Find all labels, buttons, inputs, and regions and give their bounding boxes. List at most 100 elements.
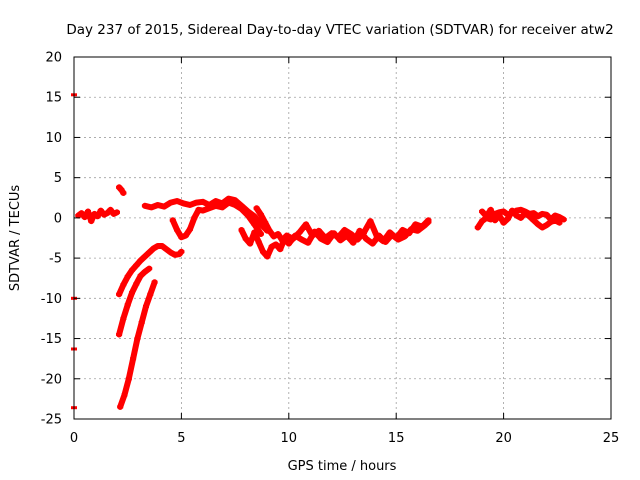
data-point xyxy=(130,357,137,361)
plot-frame xyxy=(73,56,612,420)
data-point xyxy=(242,237,249,241)
data-point xyxy=(539,212,546,216)
data-point xyxy=(225,197,232,201)
data-point xyxy=(121,393,128,397)
data-point xyxy=(399,228,406,232)
y-tick-label: -5 xyxy=(49,252,62,267)
data-point xyxy=(328,231,335,235)
data-point xyxy=(133,263,140,267)
data-point xyxy=(172,253,178,257)
data-point xyxy=(137,274,144,278)
data-point xyxy=(324,240,331,244)
data-point xyxy=(238,228,245,232)
data-point xyxy=(141,270,148,274)
data-point xyxy=(296,230,303,234)
data-point xyxy=(176,252,183,256)
data-point xyxy=(151,280,158,284)
data-point xyxy=(137,259,144,262)
x-tick-label: 15 xyxy=(388,431,405,446)
data-point xyxy=(513,209,520,213)
data-point xyxy=(81,215,88,219)
data-point xyxy=(335,235,342,239)
data-point xyxy=(543,223,550,227)
data-point xyxy=(169,218,176,222)
data-point xyxy=(180,201,187,205)
data-points xyxy=(71,93,567,410)
x-tick-label: 20 xyxy=(495,431,512,446)
data-point xyxy=(75,214,82,217)
data-point xyxy=(393,236,400,240)
data-point xyxy=(212,199,219,203)
data-point xyxy=(268,245,275,249)
data-point xyxy=(414,229,421,233)
x-tick-label: 10 xyxy=(281,431,298,446)
data-point xyxy=(257,213,264,217)
data-point xyxy=(219,201,226,205)
data-point xyxy=(343,234,350,238)
y-tick-label: 15 xyxy=(45,91,62,106)
data-point xyxy=(232,198,239,202)
x-axis-label: GPS time / hours xyxy=(288,459,397,474)
data-point xyxy=(500,221,507,225)
data-point xyxy=(107,208,114,212)
series-band-segment-4 xyxy=(117,279,158,410)
data-point xyxy=(367,219,374,223)
data-point xyxy=(298,238,305,242)
data-point xyxy=(354,238,361,242)
data-point xyxy=(547,220,554,224)
data-point xyxy=(212,204,219,208)
y-tick-label: 10 xyxy=(45,131,62,146)
data-point xyxy=(232,203,239,207)
data-point xyxy=(174,199,181,203)
data-point xyxy=(264,255,271,258)
data-point xyxy=(496,214,503,217)
data-point xyxy=(556,221,563,225)
data-point xyxy=(150,247,157,250)
data-point xyxy=(283,234,290,238)
data-point xyxy=(133,282,140,286)
data-point xyxy=(504,217,511,221)
data-point xyxy=(350,241,357,245)
data-point xyxy=(277,247,284,251)
data-point xyxy=(517,208,524,212)
data-point xyxy=(219,205,226,209)
data-point xyxy=(195,208,202,212)
data-point xyxy=(94,214,101,218)
data-point xyxy=(386,230,393,234)
data-point xyxy=(178,250,185,254)
data-point xyxy=(117,405,124,409)
data-point xyxy=(419,225,425,229)
data-point xyxy=(552,214,559,217)
y-axis-label: SDTVAR / TECUs xyxy=(8,185,23,292)
data-point xyxy=(178,235,185,239)
data-point xyxy=(361,230,367,234)
data-point xyxy=(513,214,520,217)
data-point xyxy=(187,203,193,207)
data-point xyxy=(146,251,153,254)
data-point xyxy=(116,292,123,296)
data-point xyxy=(487,208,494,212)
data-point xyxy=(118,188,125,192)
data-point xyxy=(552,218,559,222)
data-point xyxy=(290,237,297,241)
data-point xyxy=(191,216,198,220)
data-point xyxy=(539,226,546,229)
data-point xyxy=(238,207,245,211)
data-point xyxy=(159,244,166,248)
data-point xyxy=(129,291,135,295)
data-point xyxy=(147,292,154,296)
data-point xyxy=(275,232,282,236)
data-point xyxy=(363,237,370,241)
data-point xyxy=(309,234,316,238)
data-point xyxy=(279,238,286,242)
data-point xyxy=(97,209,104,213)
data-point xyxy=(110,212,117,216)
data-point xyxy=(348,232,355,236)
y-tick-label: -25 xyxy=(41,413,62,428)
data-point xyxy=(206,206,213,210)
data-point xyxy=(406,231,413,235)
data-point xyxy=(522,211,529,215)
data-point xyxy=(129,268,135,272)
data-point xyxy=(272,242,279,246)
